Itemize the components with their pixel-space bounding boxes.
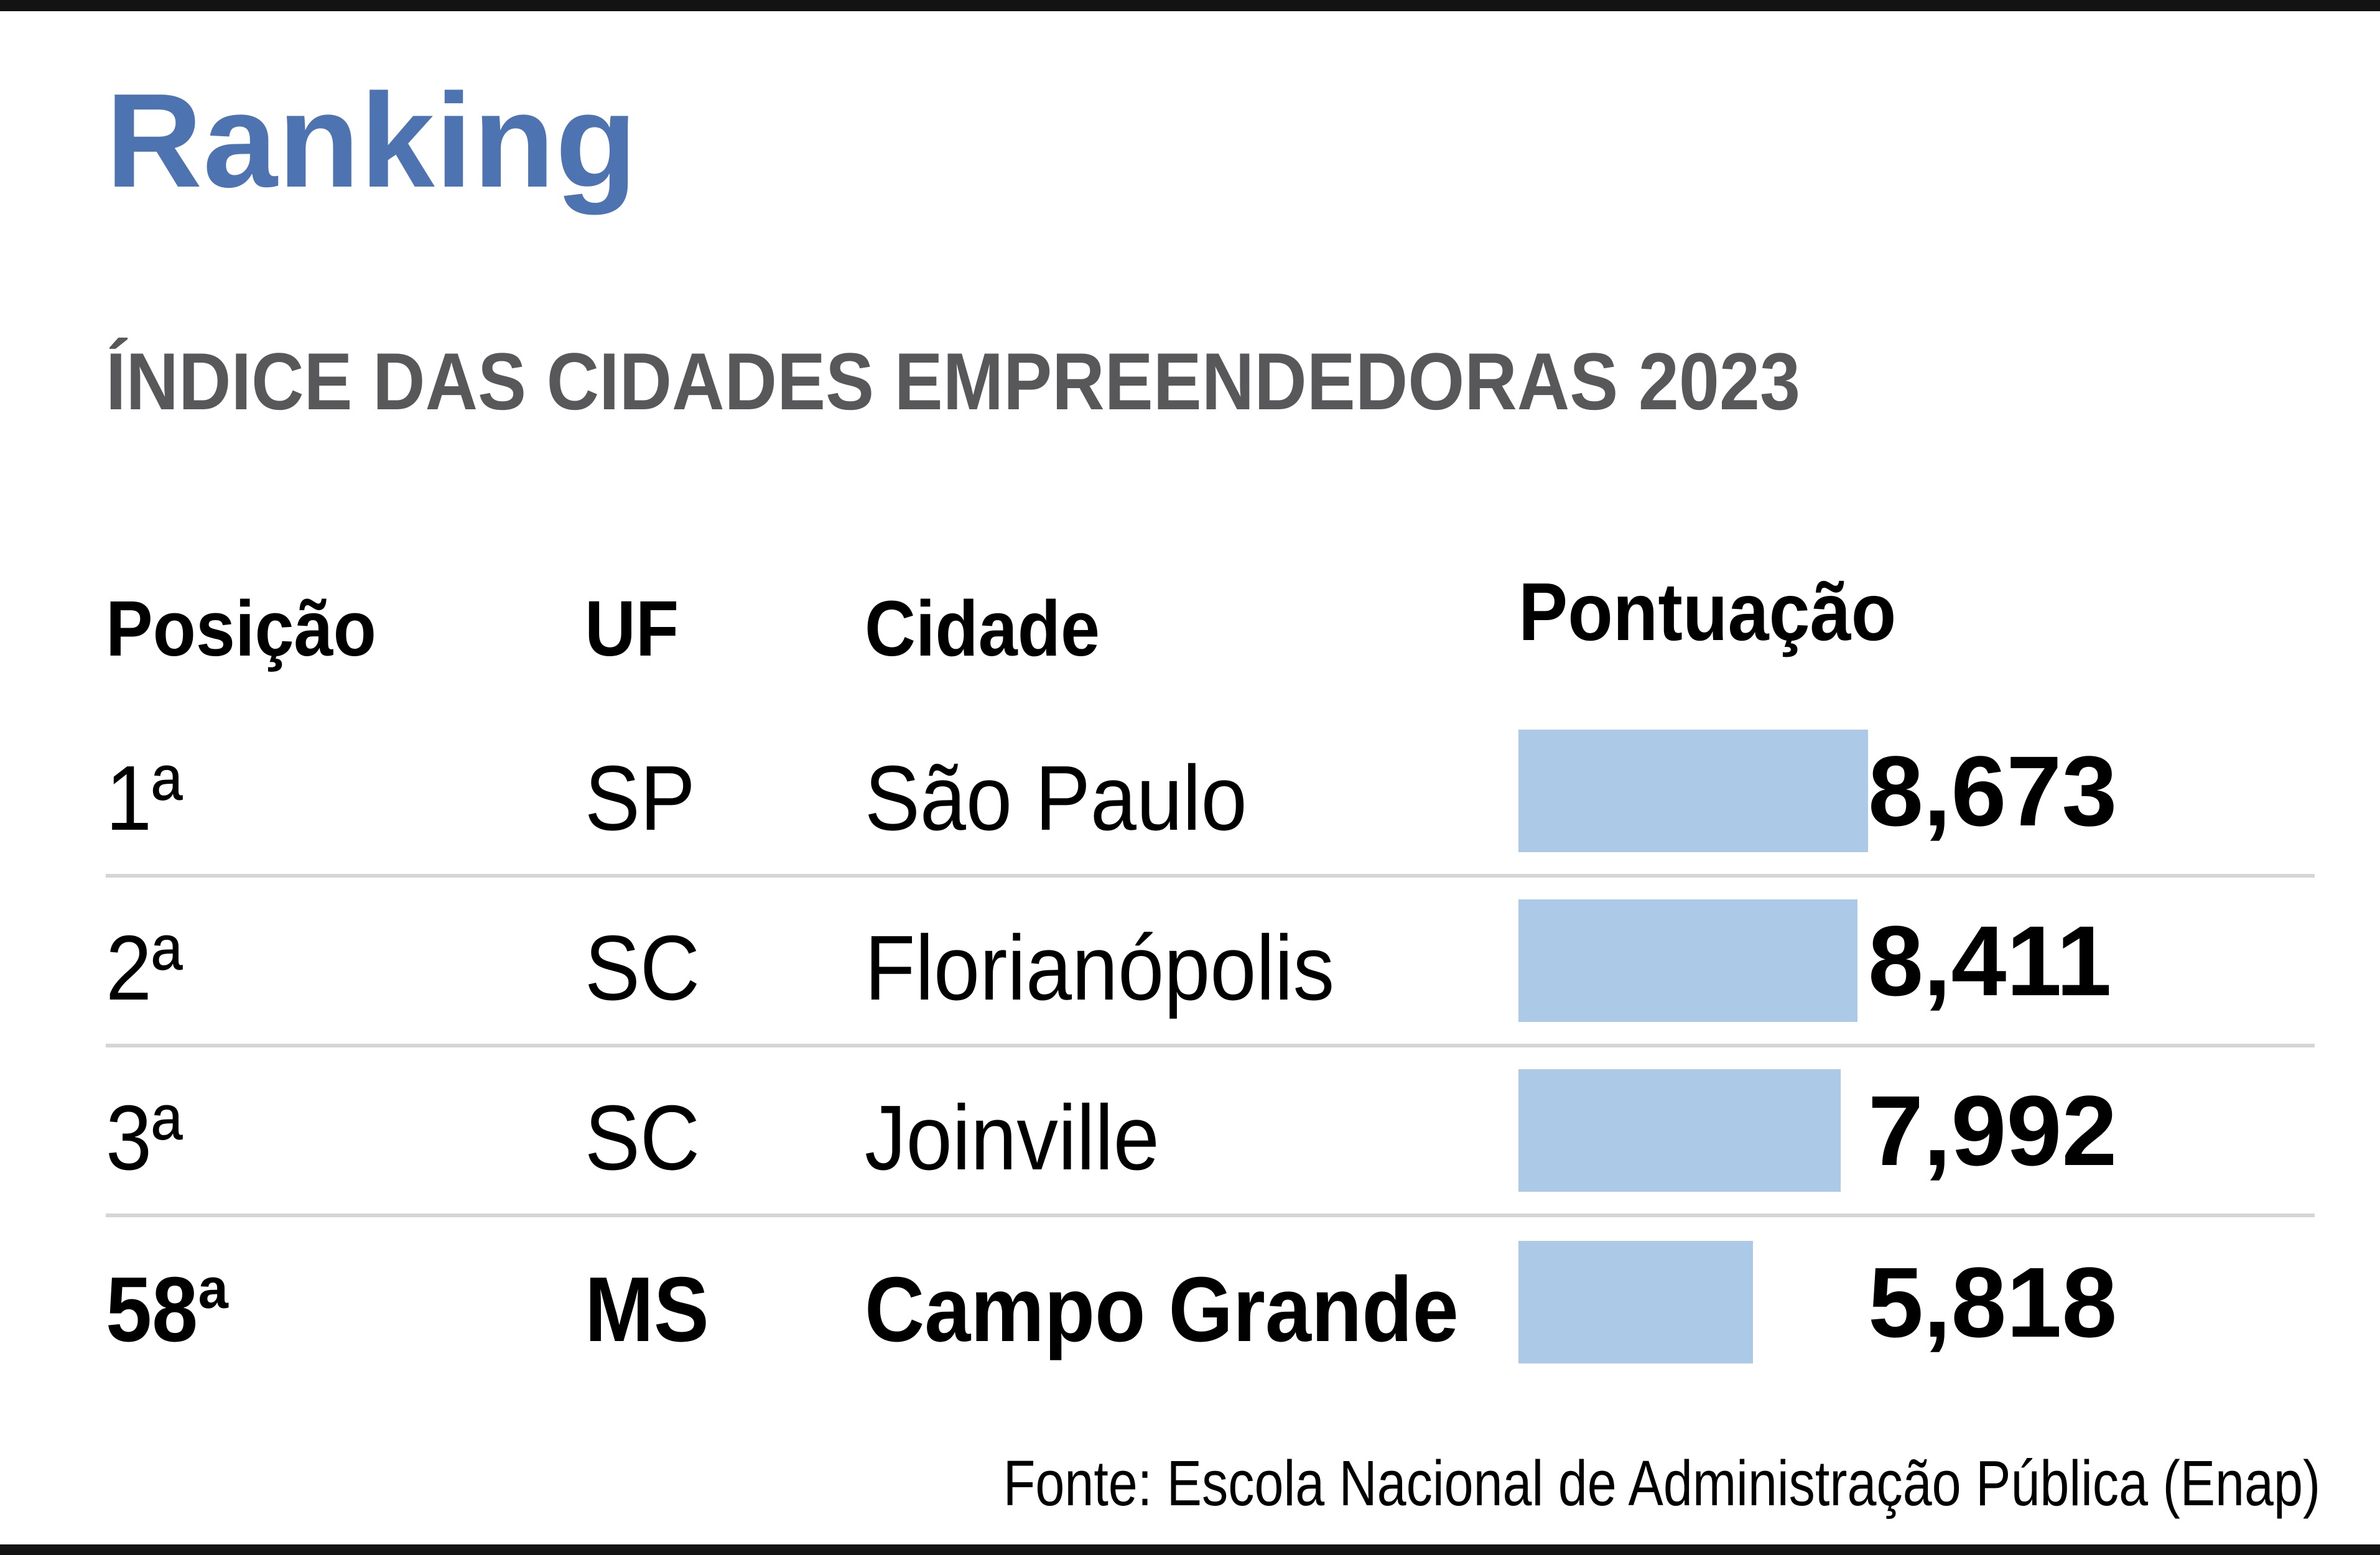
score-cell: 7,992 (1518, 1047, 2315, 1214)
uf-cell: SC (585, 916, 700, 1019)
page-subtitle-text: ÍNDICE DAS CIDADES EMPREENDEDORAS 2023 (106, 336, 1801, 427)
city-cell: Campo Grande (865, 1258, 1459, 1361)
source-note-text: Fonte: Escola Nacional de Administração … (1003, 1447, 2320, 1519)
score-bar (1518, 1069, 1841, 1192)
score-bar (1518, 899, 1858, 1022)
score-bar-track (1518, 1069, 1868, 1192)
column-header-pontuacao: Pontuação (1518, 566, 1897, 657)
score-bar-track (1518, 899, 1868, 1022)
table-header-row: Posição UF Cidade Pontuação (106, 571, 2315, 672)
column-header-cidade: Cidade (865, 585, 1100, 672)
column-header-uf: UF (585, 585, 679, 672)
source-note: Fonte: Escola Nacional de Administração … (714, 1451, 2320, 1515)
city-cell: Joinville (865, 1086, 1160, 1189)
score-bar (1518, 730, 1868, 852)
ranking-infographic: Ranking ÍNDICE DAS CIDADES EMPREENDEDORA… (106, 0, 2315, 1387)
table-row-campo-grande: 58ª MS Campo Grande 5,818 (106, 1217, 2315, 1387)
score-value: 8,411 (1868, 904, 2112, 1016)
table-body: 1ª SP São Paulo 8,673 2ª SC Florianópoli… (106, 708, 2315, 1387)
position-cell: 2ª (106, 916, 183, 1019)
table-row-joinville: 3ª SC Joinville 7,992 (106, 1047, 2315, 1217)
city-cell: Florianópolis (865, 916, 1335, 1019)
score-bar-track (1518, 730, 1868, 852)
page-subtitle: ÍNDICE DAS CIDADES EMPREENDEDORAS 2023 (106, 341, 2315, 422)
score-value: 5,818 (1868, 1246, 2117, 1358)
column-header-posicao: Posição (106, 585, 376, 672)
score-cell: 8,411 (1518, 878, 2315, 1044)
city-cell: São Paulo (865, 746, 1247, 850)
score-bar-track (1518, 1241, 1868, 1363)
table-row-florianopolis: 2ª SC Florianópolis 8,411 (106, 878, 2315, 1047)
position-cell: 3ª (106, 1086, 183, 1189)
score-bar (1518, 1241, 1753, 1363)
table-row-sao-paulo: 1ª SP São Paulo 8,673 (106, 708, 2315, 878)
score-value: 7,992 (1868, 1074, 2117, 1186)
score-value: 8,673 (1868, 735, 2117, 847)
page-title: Ranking (106, 65, 638, 215)
uf-cell: MS (585, 1258, 709, 1361)
position-cell: 1ª (106, 746, 183, 850)
score-cell: 5,818 (1518, 1217, 2315, 1387)
uf-cell: SC (585, 1086, 700, 1189)
top-frame-bar (0, 0, 2380, 11)
uf-cell: SP (585, 746, 695, 850)
score-cell: 8,673 (1518, 708, 2315, 874)
bottom-frame-bar (0, 1544, 2380, 1555)
position-cell: 58ª (106, 1258, 229, 1361)
